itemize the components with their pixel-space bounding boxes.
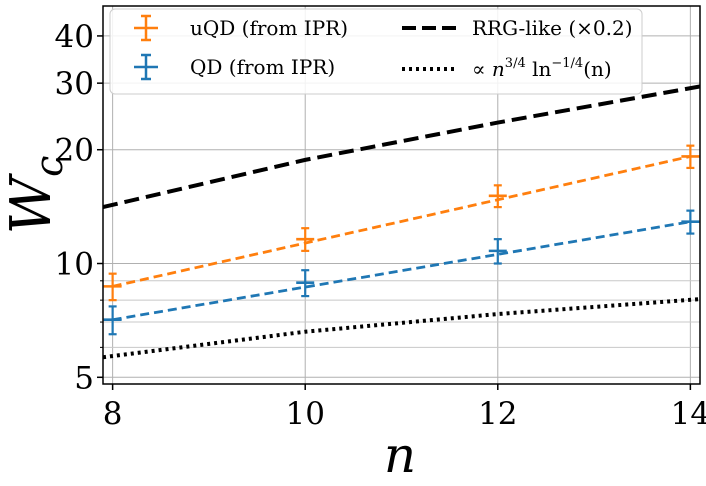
- plot-frame: [102, 5, 701, 385]
- legend: uQD (from IPR) QD (from IPR) RRG-like (×…: [109, 8, 643, 95]
- legend-scaling-ln: ln: [526, 57, 552, 81]
- y-tick-label: 10: [55, 247, 94, 283]
- x-tick-label: 12: [478, 396, 517, 432]
- legend-marker-qd: [134, 53, 158, 81]
- x-tick-label: 8: [103, 396, 123, 432]
- uqd-fit-line: [112, 155, 691, 288]
- legend-scaling-arg: (n): [583, 57, 612, 81]
- qd-data-point: [103, 305, 122, 336]
- legend-marker-uqd: [134, 14, 158, 42]
- legend-scaling-exp1: 3/4: [505, 56, 526, 71]
- legend-label-rrg: RRG-like (×0.2): [472, 16, 633, 40]
- ticks: 8 10 12 14 5 10 20 30 40: [55, 19, 706, 432]
- uqd-data-point: [488, 184, 507, 209]
- qd-data-point: [681, 209, 700, 235]
- y-tick-label: 20: [55, 133, 94, 169]
- x-axis-label: n: [384, 426, 416, 484]
- legend-label-scaling: ∝ n3/4 ln−1/4(n): [472, 56, 612, 81]
- uqd-data-point: [681, 144, 700, 170]
- scaling-dotted-line: [103, 297, 700, 360]
- legend-scaling-prefix: ∝: [472, 57, 492, 81]
- y-axis-label-sub: c: [27, 156, 71, 177]
- legend-entry-scaling: ∝ n3/4 ln−1/4(n): [402, 56, 612, 81]
- legend-label-qd: QD (from IPR): [190, 55, 335, 79]
- legend-scaling-base: n: [492, 57, 505, 81]
- y-tick-label: 40: [55, 19, 94, 55]
- rrg-like-line: [103, 84, 700, 210]
- legend-entry-rrg: RRG-like (×0.2): [402, 16, 633, 40]
- x-tick-label: 14: [671, 396, 706, 432]
- legend-entry-qd: QD (from IPR): [134, 53, 335, 81]
- legend-frame: [109, 8, 643, 95]
- x-tick-label: 10: [285, 396, 324, 432]
- legend-entry-uqd: uQD (from IPR): [134, 14, 348, 42]
- y-axis-label-main: W: [0, 172, 64, 234]
- legend-label-uqd: uQD (from IPR): [190, 16, 348, 40]
- uqd-data-point: [296, 227, 315, 252]
- qd-data-point: [488, 238, 507, 265]
- series-layer: [103, 84, 700, 360]
- y-tick-label: 30: [55, 66, 94, 102]
- y-axis-label: Wc: [0, 156, 71, 235]
- y-tick-label: 5: [74, 360, 94, 396]
- qd-data-point: [296, 269, 315, 298]
- legend-scaling-exp2: −1/4: [551, 56, 583, 71]
- uqd-data-point: [103, 272, 122, 302]
